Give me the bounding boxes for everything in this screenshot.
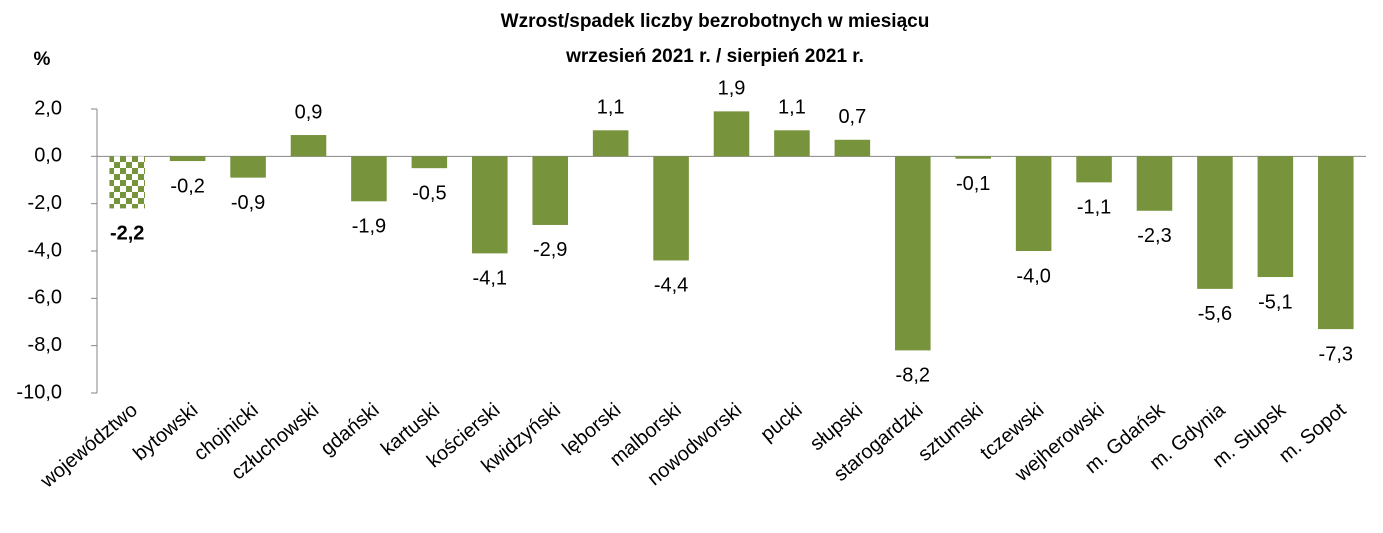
bar (1015, 156, 1052, 251)
value-label: -2,3 (1137, 225, 1171, 247)
value-label: -4,1 (473, 268, 507, 290)
y-tick-label: -6,0 (28, 287, 62, 309)
y-tick-label: -4,0 (28, 239, 62, 261)
bar (834, 139, 871, 157)
bar (532, 156, 568, 225)
y-tick-label: 2,0 (34, 97, 62, 119)
y-tick-label: 0,0 (34, 145, 62, 167)
value-label: 0,7 (838, 106, 866, 128)
value-label: 1,1 (778, 97, 806, 119)
value-label: -1,1 (1077, 197, 1111, 219)
y-tick-label: -2,0 (28, 192, 62, 214)
bar (351, 156, 387, 202)
value-label: -2,9 (533, 239, 567, 261)
bar (955, 156, 991, 159)
bar (592, 130, 629, 157)
bar (1318, 156, 1354, 330)
x-tick-label: pucki (757, 399, 807, 446)
value-label: -0,5 (412, 182, 446, 204)
bar (1136, 156, 1173, 211)
value-label: -0,1 (956, 173, 990, 195)
bar (1076, 156, 1112, 183)
bar (895, 156, 931, 351)
value-label: -4,4 (654, 275, 688, 297)
bar (169, 156, 206, 162)
value-label: 1,9 (718, 78, 746, 100)
bar (1257, 156, 1294, 278)
bar (713, 111, 750, 157)
y-tick-label: -8,0 (28, 334, 62, 356)
x-tick-label: sztumski (914, 399, 988, 466)
bar (472, 156, 508, 254)
value-label: -0,2 (170, 175, 204, 197)
value-label: -4,0 (1016, 265, 1050, 287)
value-label: -2,2 (110, 223, 144, 245)
x-tick-label: gdański (317, 399, 384, 460)
value-label: -0,9 (231, 192, 265, 214)
chart-title: Wzrost/spadek liczby bezrobotnych w mies… (501, 11, 930, 32)
bar (230, 156, 266, 178)
bar (653, 156, 689, 261)
x-tick-label: bytowski (129, 399, 202, 465)
value-label: -1,9 (352, 216, 386, 238)
y-tick-label: -10,0 (16, 381, 62, 403)
y-axis-label: % (34, 49, 51, 70)
bar (290, 135, 327, 157)
value-label: -7,3 (1319, 343, 1353, 365)
bar (109, 156, 145, 209)
bar (411, 156, 448, 169)
x-tick-label: m. Sopot (1275, 399, 1351, 468)
bar (1197, 156, 1233, 289)
value-label: -8,2 (896, 365, 930, 387)
x-tick-label: województwo (36, 399, 142, 493)
bar (774, 130, 810, 157)
chart-subtitle: wrzesień 2021 r. / sierpień 2021 r. (565, 46, 864, 67)
value-label: -5,1 (1258, 291, 1292, 313)
value-label: 1,1 (597, 97, 625, 119)
value-label: 0,9 (295, 101, 323, 123)
value-label: -5,6 (1198, 303, 1232, 325)
